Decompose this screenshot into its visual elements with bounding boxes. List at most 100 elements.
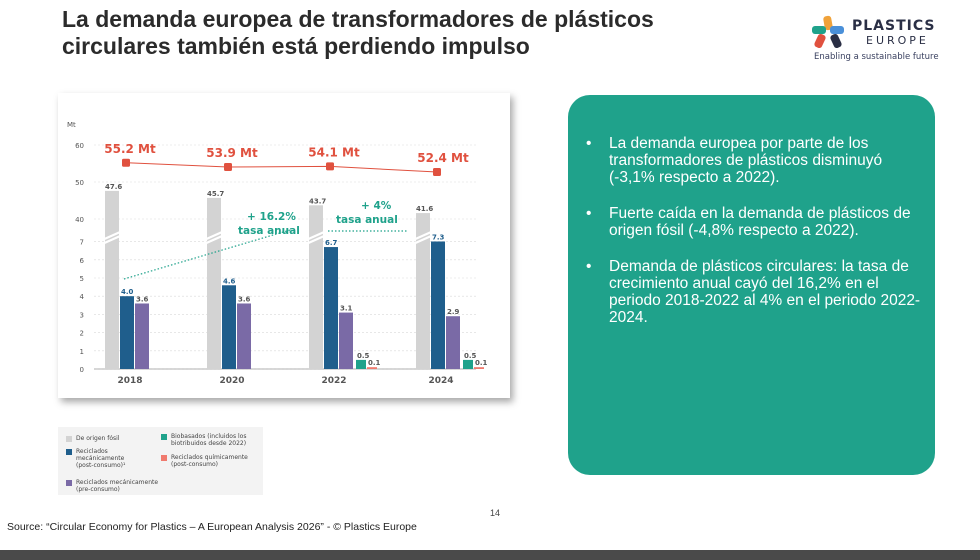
bullet-dot: • [586, 205, 592, 222]
logo-word-europe: EUROPE [866, 34, 929, 47]
bar-mech_pre [446, 316, 460, 369]
growth-annotation-line2: tasa anual [336, 214, 398, 226]
plastics-europe-logo: PLASTICS EUROPE Enabling a sustainable f… [808, 14, 958, 64]
bar-mech_pre [339, 312, 353, 369]
total-demand-line [125, 162, 438, 173]
bar-value-label: 0.1 [475, 359, 488, 367]
growth-annotation-line1: + 16.2% [247, 211, 296, 223]
total-demand-marker [326, 162, 334, 171]
y-tick-label: 4 [80, 293, 85, 301]
bar-fossil [416, 213, 430, 369]
y-tick-label: 6 [80, 257, 85, 265]
bar-value-label: 3.1 [340, 305, 353, 313]
bar-value-label: 7.3 [432, 233, 445, 241]
bar-value-label: 0.5 [357, 352, 370, 360]
finding-text: La demanda europea por parte de los tran… [609, 135, 883, 186]
bar-value-label: 47.6 [105, 183, 122, 191]
total-demand-label: 54.1 Mt [308, 145, 360, 159]
total-demand-marker [224, 163, 232, 172]
finding-item-2: • Fuerte caída en la demanda de plásticos… [584, 205, 924, 239]
y-axis-unit-label: Mt [67, 121, 76, 129]
bar-value-label: 0.1 [368, 359, 381, 367]
bar-value-label: 6.7 [325, 239, 338, 247]
legend-item: Reciclados mecánicamente (pre-consumo) [66, 479, 158, 493]
bar-mech_post [120, 296, 134, 369]
total-demand-label: 52.4 Mt [417, 151, 469, 165]
y-tick-label: 50 [75, 179, 84, 187]
legend-label: De origen fósil [76, 435, 120, 442]
y-tick-label: 1 [80, 348, 84, 356]
growth-trend-line-2018-2022 [123, 229, 291, 280]
source-note: Source: “Circular Economy for Plastics –… [7, 521, 417, 533]
key-findings-panel: • La demanda europea por parte de los tra… [568, 95, 935, 475]
bar-value-label: 43.7 [309, 197, 326, 205]
bar-mech_post [431, 241, 445, 369]
page-number: 14 [490, 508, 501, 518]
bar-value-label: 2.9 [447, 308, 460, 316]
y-tick-label: 2 [80, 330, 84, 338]
bar-value-label: 45.7 [207, 190, 224, 198]
bar-value-label: 3.6 [238, 295, 251, 303]
demand-chart: Mt 0 1 2 3 4 5 6 7 40 50 60 47.6 45.7 43.7 41.6 4.0 4.6 6.… [67, 121, 488, 386]
bar-chem_post [367, 367, 377, 369]
y-tick-label: 0 [80, 366, 84, 374]
x-category-label: 2022 [321, 376, 346, 386]
bar-chem_post [474, 367, 484, 369]
bar-bio [463, 359, 473, 369]
axis-break-mark [204, 230, 224, 245]
legend-label: Reciclados químicamente (post-consumo) [171, 454, 248, 468]
bar-fossil [105, 190, 119, 369]
bar-bio [356, 359, 366, 369]
bar-mech_post [324, 247, 338, 369]
legend-item: Reciclados mecánicamente (post-consumo)¹ [66, 448, 125, 469]
logo-tagline: Enabling a sustainable future [814, 52, 939, 62]
legend-swatch [161, 434, 167, 440]
total-demand-marker [122, 158, 130, 167]
legend-label: Reciclados mecánicamente (pre-consumo) [76, 479, 159, 493]
legend-item: De origen fósil [66, 435, 119, 442]
bar-value-label: 41.6 [416, 205, 433, 213]
bottom-bar [0, 550, 980, 560]
y-tick-label: 40 [75, 216, 84, 224]
bullet-dot: • [586, 258, 592, 275]
bar-value-label: 3.6 [136, 295, 149, 303]
bullet-dot: • [586, 135, 592, 152]
y-tick-label: 3 [80, 311, 84, 319]
legend-item: Reciclados químicamente (post-consumo) [161, 454, 248, 468]
x-category-label: 2018 [117, 376, 142, 386]
finding-text: Fuerte caída en la demanda de plásticos … [609, 205, 911, 239]
legend-label: Reciclados mecánicamente (post-consumo)¹ [76, 448, 126, 469]
x-category-label: 2024 [428, 376, 453, 386]
y-tick-label: 7 [80, 239, 84, 247]
logo-word-plastics: PLASTICS [852, 18, 936, 34]
legend-swatch [66, 480, 72, 486]
total-demand-label: 53.9 Mt [206, 146, 258, 160]
legend-swatch [66, 449, 72, 455]
total-demand-label: 55.2 Mt [104, 142, 156, 156]
y-tick-label: 5 [80, 275, 84, 283]
axis-break-mark [306, 230, 326, 245]
axis-break-mark [413, 230, 433, 245]
bar-value-label: 4.0 [121, 288, 134, 296]
finding-text: Demanda de plásticos circulares: la tasa… [609, 258, 921, 326]
growth-annotation-line2: tasa anual [238, 225, 300, 237]
bar-fossil [207, 197, 221, 369]
total-demand-marker [433, 168, 441, 176]
bar-fossil [309, 205, 323, 369]
legend-swatch [161, 455, 167, 461]
growth-annotation-line1: + 4% [361, 200, 392, 212]
slide-title: La demanda europea de transformadores de… [62, 6, 654, 59]
axis-break-mark [102, 230, 122, 245]
logo-star-icon [812, 15, 844, 49]
chart-card: Mt 0 1 2 3 4 5 6 7 40 50 60 47.6 45.7 43.7 41.6 4.0 4.6 6.… [58, 93, 510, 398]
bar-mech_pre [237, 303, 251, 369]
legend-swatch [66, 436, 72, 442]
x-category-label: 2020 [219, 376, 244, 386]
chart-legend: De origen fósil Reciclados mecánicamente … [58, 427, 263, 495]
bar-value-label: 4.6 [223, 277, 236, 285]
y-tick-label: 60 [75, 142, 84, 150]
legend-label: Biobasados (incluidos los biotribuidos d… [171, 433, 247, 447]
finding-item-3: • Demanda de plásticos circulares: la tas… [584, 258, 924, 326]
bar-value-label: 0.5 [464, 352, 477, 360]
legend-item: Biobasados (incluidos los biotribuidos d… [161, 433, 246, 447]
